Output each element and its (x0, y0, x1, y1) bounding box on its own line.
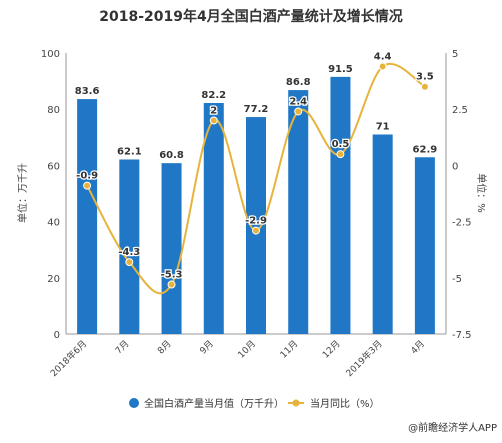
bar-data-label: 62.9 (413, 144, 438, 155)
legend: 全国白酒产量当月值（万千升） 当月同比（%） (129, 397, 380, 410)
left-tick-label: 20 (47, 274, 60, 285)
bar (330, 76, 351, 334)
line-data-label: -2.9 (245, 216, 267, 227)
x-tick-label: 12月 (320, 338, 342, 360)
line-point (83, 181, 92, 190)
right-tick-label: -7.5 (452, 330, 472, 341)
line-point (420, 82, 429, 91)
right-axis: -7.5 -5 -2.5 0 2.5 5 单位：% (445, 49, 488, 341)
line-data-label: 0.5 (332, 139, 350, 150)
left-axis: 0 20 40 60 80 100 单位：万千升 (16, 49, 67, 341)
line-path (86, 62, 426, 295)
x-tick-label: 2018年6月 (48, 338, 89, 379)
bar-data-label: 86.8 (286, 77, 311, 88)
bar-data-label: 60.8 (159, 150, 184, 161)
bar-series (77, 76, 435, 335)
line-data-label: -0.9 (76, 171, 98, 182)
x-tick-label: 9月 (198, 338, 216, 356)
bar-data-label: 91.5 (328, 64, 353, 75)
line-point (294, 107, 303, 116)
bar-data-labels: 83.6 62.1 60.8 82.2 77.2 86.8 91.5 71 62.9 (75, 64, 437, 161)
bar-data-label: 71 (376, 121, 390, 132)
x-tick-label: 7月 (113, 338, 131, 356)
x-tick-label: 11月 (278, 338, 300, 360)
bar-data-label: 62.1 (117, 146, 142, 157)
bar (246, 117, 266, 335)
x-tick-label: 8月 (155, 338, 173, 356)
left-tick-label: 0 (54, 330, 60, 341)
left-axis-label: 单位：万千升 (16, 163, 29, 223)
left-tick-label: 60 (47, 161, 60, 172)
bar (414, 157, 435, 334)
line-point (252, 226, 260, 235)
bar (77, 99, 98, 334)
x-tick-label: 4月 (409, 338, 427, 356)
legend-swatch-line-marker (292, 399, 300, 407)
bar-data-label: 77.2 (244, 104, 269, 115)
legend-label-bar: 全国白酒产量当月值（万千升） (144, 397, 284, 410)
line-data-label: -5.3 (161, 270, 183, 281)
bar (288, 90, 309, 334)
right-tick-label: 0 (452, 161, 458, 172)
right-tick-label: -5 (452, 274, 462, 285)
line-point (125, 258, 134, 267)
right-tick-label: 2.5 (452, 105, 468, 116)
x-tick-label: 2019年3月 (343, 338, 384, 379)
line-data-label: 4.4 (374, 51, 392, 62)
left-tick-label: 40 (47, 218, 60, 229)
bar (161, 163, 182, 334)
bar (203, 103, 224, 334)
right-tick-label: 5 (452, 49, 458, 60)
source-credit: @前瞻经济学人APP (408, 421, 497, 434)
legend-label-line: 当月同比（%） (310, 397, 380, 410)
line-point (209, 116, 218, 125)
line-series: -0.9 -4.3 -5.3 2 -2.9 2.4 0.5 4.4 3.5 (75, 50, 435, 295)
left-tick-label: 80 (47, 105, 60, 116)
bar (372, 134, 393, 334)
line-data-label: 3.5 (416, 72, 434, 83)
chart-title: 2018-2019年4月全国白酒产量统计及增长情况 (99, 8, 402, 25)
left-tick-label: 100 (41, 49, 60, 60)
line-data-label: -4.3 (118, 247, 140, 258)
line-data-label: 2.4 (289, 96, 307, 107)
bar-data-label: 82.2 (201, 90, 226, 101)
x-tick-label: 10月 (236, 338, 258, 360)
bar-data-label: 83.6 (75, 86, 100, 97)
bar (119, 159, 140, 334)
x-axis: 2018年6月 7月 8月 9月 10月 11月 12月 2019年3月 4月 (48, 333, 446, 379)
legend-swatch-bar (129, 398, 139, 408)
line-point (378, 62, 387, 71)
right-tick-label: -2.5 (452, 218, 472, 229)
right-axis-label: 单位：% (475, 173, 488, 213)
line-data-label: 2 (210, 105, 217, 116)
line-point (336, 150, 345, 159)
line-point (167, 280, 176, 289)
